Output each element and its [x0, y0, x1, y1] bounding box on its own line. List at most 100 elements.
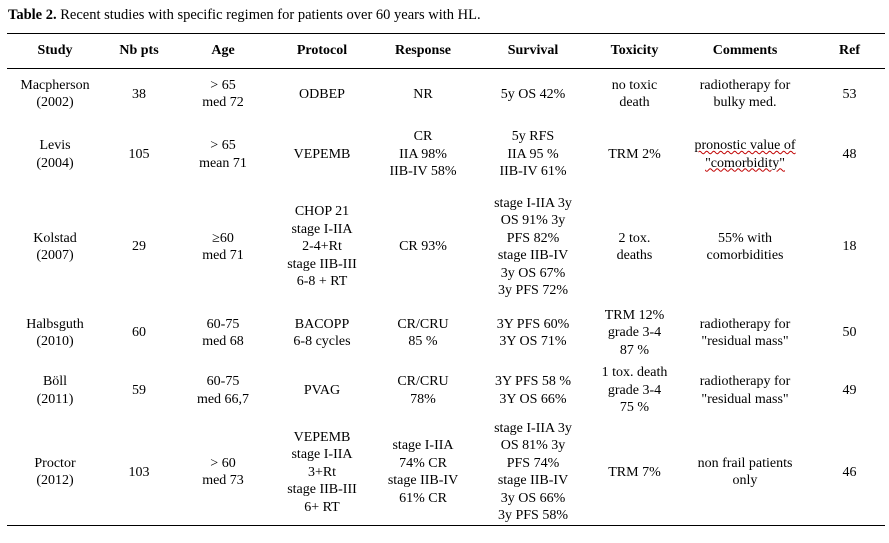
cell-nb-pts: 59: [103, 362, 175, 420]
cell-line: 3Y PFS 58 %: [494, 374, 572, 389]
cell-line: 6-8 cycles: [293, 334, 351, 349]
cell-line: stage I-IIA 3y: [494, 195, 572, 211]
cell-age: > 65 med 72: [175, 69, 271, 120]
cell-line: grade 3-4: [607, 382, 662, 398]
cell-line: stage I-IIA: [291, 447, 353, 462]
cell-line: (2007): [36, 248, 74, 263]
cell-line: 85 %: [408, 334, 438, 349]
table-row: Macpherson (2002) 38 > 65 med 72 ODBEP NR 5y OS…: [7, 69, 885, 120]
cell-nb-pts: 38: [103, 69, 175, 120]
cell-line: stage IIB-III: [287, 482, 357, 497]
cell-line: 55% with: [717, 230, 773, 246]
cell-line: PVAG: [303, 382, 341, 398]
cell-line: radiotherapy for: [699, 316, 791, 332]
cell-line: comorbidities: [706, 248, 784, 263]
cell-line: 60-75: [206, 316, 240, 332]
cell-line: ≥60: [212, 230, 234, 246]
cell-line: 59: [132, 382, 146, 398]
cell-response: CR IIA 98% IIB-IV 58%: [373, 120, 473, 190]
cell-line: IIA 98%: [399, 146, 447, 162]
cell-line: 87 %: [619, 342, 650, 358]
cell-line: radiotherapy for: [699, 374, 791, 389]
cell-toxicity: 1 tox. death grade 3-4 75 %: [593, 362, 676, 420]
col-header-ref: Ref: [814, 33, 885, 69]
cell-line: (2012): [36, 473, 74, 489]
cell-line: 6+ RT: [304, 499, 340, 515]
cell-line: Macpherson: [20, 77, 90, 93]
cell-survival: 5y RFS IIA 95 % IIB-IV 61%: [473, 120, 593, 190]
cell-toxicity: TRM 7%: [593, 419, 676, 526]
cell-line: 3y PFS 58%: [497, 508, 569, 524]
cell-protocol: ODBEP: [271, 69, 373, 120]
cell-protocol: BACOPP 6-8 cycles: [271, 305, 373, 362]
cell-study: Levis (2004): [7, 120, 103, 190]
cell-line: radiotherapy for: [699, 77, 791, 93]
col-header-nb-pts: Nb pts: [103, 33, 175, 69]
cell-survival: stage I-IIA 3y OS 81% 3y PFS 74% stage IIB-…: [473, 419, 593, 526]
cell-study: Kolstad (2007): [7, 190, 103, 305]
cell-comments: radiotherapy for "residual mass": [676, 362, 814, 420]
cell-response: stage I-IIA 74% CR stage IIB-IV 61% CR: [373, 419, 473, 526]
col-header-toxicity: Toxicity: [593, 33, 676, 69]
cell-line: 74% CR: [399, 455, 447, 471]
cell-line: only: [732, 473, 758, 489]
cell-line: stage I-IIA: [392, 438, 454, 454]
cell-line: 60-75: [206, 374, 240, 389]
table-row: Kolstad (2007) 29 ≥60 med 71 CHOP 21 stage I-I…: [7, 190, 885, 305]
cell-line: CR: [413, 129, 433, 145]
cell-line: CR/CRU: [397, 316, 449, 332]
cell-line: VEPEMB: [293, 429, 351, 445]
cell-line: CR/CRU: [397, 374, 449, 389]
cell-line: OS 81% 3y: [500, 438, 566, 454]
cell-line: stage IIB-IV: [497, 473, 569, 489]
cell-line: med 68: [202, 334, 244, 349]
cell-toxicity: TRM 12% grade 3-4 87 %: [593, 305, 676, 362]
cell-line: > 65: [210, 77, 236, 93]
cell-ref: 50: [814, 305, 885, 362]
cell-line: 6-8 + RT: [296, 274, 348, 290]
cell-toxicity: TRM 2%: [593, 120, 676, 190]
cell-line: OS 91% 3y: [500, 213, 566, 228]
cell-line: 2 tox.: [618, 230, 651, 246]
cell-comments: radiotherapy for "residual mass": [676, 305, 814, 362]
col-header-survival: Survival: [473, 33, 593, 69]
cell-survival: 3Y PFS 58 % 3Y OS 66%: [473, 362, 593, 420]
col-header-response: Response: [373, 33, 473, 69]
header-row: Study Nb pts Age Protocol Response Survi…: [7, 33, 885, 69]
cell-nb-pts: 60: [103, 305, 175, 362]
cell-line: 78%: [410, 391, 436, 407]
cell-line: "comorbidity": [705, 155, 785, 171]
cell-ref: 49: [814, 362, 885, 420]
cell-age: > 60 med 73: [175, 419, 271, 526]
cell-ref: 18: [814, 190, 885, 305]
table-row: Böll (2011) 59 60-75 med 66,7 PVAG CR/CRU 78% 3Y…: [7, 362, 885, 420]
cell-line: 2-4+Rt: [302, 239, 342, 255]
cell-line: med 73: [202, 473, 244, 489]
cell-line: non frail patients: [697, 455, 793, 471]
cell-line: stage IIB-IV: [387, 473, 459, 489]
cell-line: 103: [128, 464, 150, 480]
cell-line: med 66,7: [196, 391, 250, 407]
cell-line: 50: [842, 325, 857, 341]
cell-line: mean 71: [199, 155, 247, 171]
cell-line: (2010): [36, 334, 74, 349]
cell-line: CR 93%: [399, 239, 447, 255]
cell-protocol: CHOP 21 stage I-IIA 2-4+Rt stage IIB-III 6-8…: [271, 190, 373, 305]
cell-line: TRM 2%: [608, 146, 661, 162]
cell-line: pronostic value of: [694, 138, 796, 153]
cell-survival: 5y OS 42%: [473, 69, 593, 120]
col-header-age: Age: [175, 33, 271, 69]
cell-line: stage IIB-IV: [497, 248, 569, 263]
cell-toxicity: 2 tox. deaths: [593, 190, 676, 305]
cell-line: 3Y OS 71%: [499, 334, 567, 349]
cell-survival: stage I-IIA 3y OS 91% 3y PFS 82% stage IIB-…: [473, 190, 593, 305]
table-row: Proctor (2012) 103 > 60 med 73 VEPEMB stage I-…: [7, 419, 885, 526]
cell-line: IIB-IV 61%: [499, 164, 567, 180]
cell-line: 75 %: [619, 400, 650, 416]
cell-line: med 72: [202, 95, 244, 111]
cell-study: Macpherson (2002): [7, 69, 103, 120]
cell-line: "residual mass": [701, 334, 789, 349]
cell-line: 29: [132, 239, 146, 255]
cell-response: CR/CRU 78%: [373, 362, 473, 420]
cell-comments: radiotherapy for bulky med.: [676, 69, 814, 120]
